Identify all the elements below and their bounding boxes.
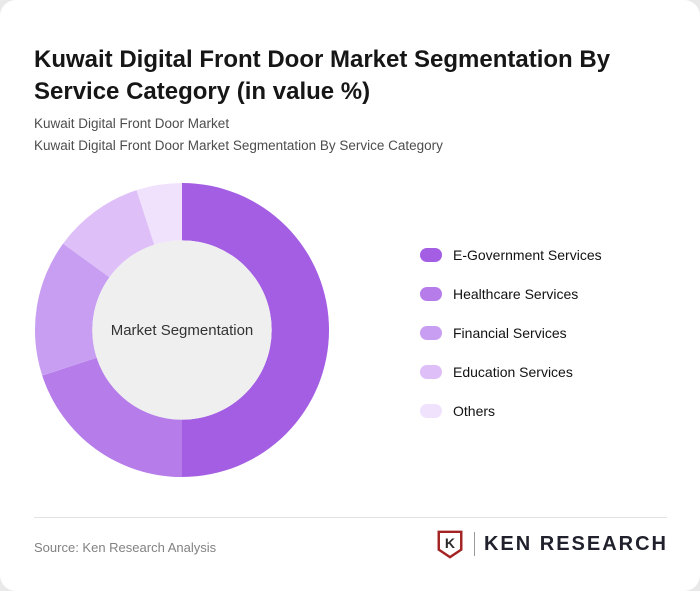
legend-swatch: [420, 365, 442, 379]
donut-segment: [42, 357, 182, 478]
donut-segment: [182, 182, 330, 478]
logo-letter: K: [445, 535, 456, 551]
source-text: Source: Ken Research Analysis: [34, 540, 217, 555]
legend: E-Government Services Healthcare Services…: [420, 247, 602, 419]
legend-label: Education Services: [453, 364, 573, 380]
subtitle: Kuwait Digital Front Door Market Kuwait …: [34, 113, 443, 158]
donut-segment: [63, 190, 155, 278]
legend-item: E-Government Services: [420, 247, 602, 263]
legend-item: Healthcare Services: [420, 286, 602, 302]
subtitle-line-2: Kuwait Digital Front Door Market Segment…: [34, 138, 443, 154]
logo-separator: [473, 532, 475, 556]
legend-swatch: [420, 248, 442, 262]
donut-center-circle: [92, 240, 272, 420]
footer-divider: [34, 517, 667, 518]
logo-shield-icon: K: [437, 530, 463, 559]
legend-item: Others: [420, 403, 602, 419]
donut-chart: Market Segmentation: [33, 181, 331, 479]
legend-swatch: [420, 326, 442, 340]
legend-label: Healthcare Services: [453, 286, 579, 302]
legend-label: E-Government Services: [453, 247, 602, 263]
donut-chart-svg: [34, 182, 330, 478]
legend-item: Education Services: [420, 364, 602, 380]
donut-segment: [34, 243, 110, 376]
subtitle-line-1: Kuwait Digital Front Door Market: [34, 116, 230, 131]
ken-research-logo: K KEN RESEARCH: [435, 529, 668, 559]
legend-swatch: [420, 287, 442, 301]
logo-text: KEN RESEARCH: [483, 532, 668, 555]
legend-label: Others: [453, 403, 496, 419]
legend-swatch: [420, 404, 442, 418]
page-title: Kuwait Digital Front Door Market Segment…: [34, 46, 611, 105]
legend-item: Financial Services: [420, 325, 602, 341]
legend-label: Financial Services: [453, 325, 567, 341]
donut-segment: [136, 182, 182, 245]
